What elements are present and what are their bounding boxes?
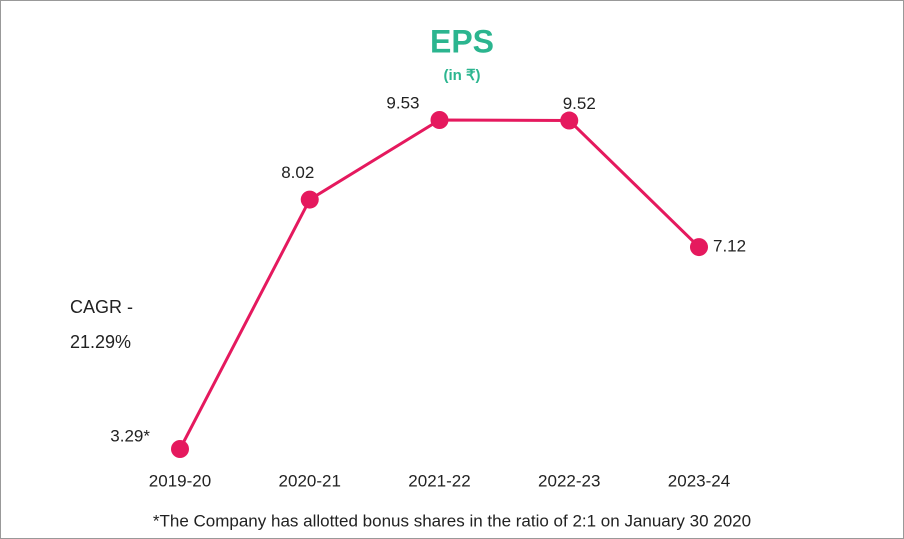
value-label: 3.29* xyxy=(110,426,150,445)
point xyxy=(300,190,319,209)
point xyxy=(171,440,189,458)
point xyxy=(560,111,579,130)
x-tick-label: 2021-22 xyxy=(408,471,470,490)
point xyxy=(690,238,708,257)
annotation: 21.29% xyxy=(70,332,131,352)
value-label: 7.12 xyxy=(713,237,746,256)
chart-subtitle: (in ₹) xyxy=(443,67,480,84)
value-label: 9.53 xyxy=(386,93,419,112)
chart-title: EPS xyxy=(430,23,494,59)
annotation: CAGR - xyxy=(70,297,133,317)
x-tick-label: 2023-24 xyxy=(668,471,730,490)
footnote: *The Company has allotted bonus shares i… xyxy=(153,511,751,530)
value-label: 9.52 xyxy=(563,94,596,113)
point xyxy=(430,111,449,129)
x-tick-label: 2022-23 xyxy=(538,471,600,490)
value-label: 8.02 xyxy=(281,163,314,182)
x-tick-label: 2019-20 xyxy=(149,471,211,490)
x-tick-label: 2020-21 xyxy=(279,471,341,490)
